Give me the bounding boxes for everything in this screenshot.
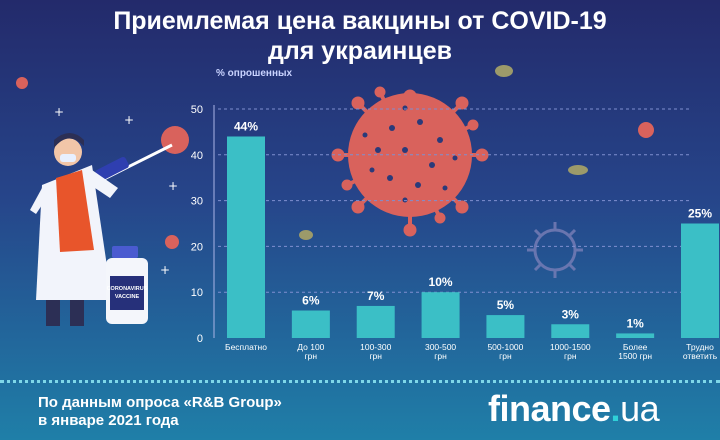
brand-main: finance	[488, 388, 611, 429]
chart-title: Приемлемая цена вакцины от COVID-19 для …	[0, 6, 720, 66]
outline-virus-icon	[527, 222, 583, 278]
bar-value-label: 44%	[234, 119, 258, 133]
sparkle-icon: + + + +	[54, 105, 178, 277]
illustration: + + + +	[16, 65, 654, 326]
bar-value-label: 5%	[497, 298, 515, 312]
x-tick-label: 1000-1500	[550, 342, 591, 352]
bar	[291, 310, 330, 338]
pill-icon	[299, 65, 588, 240]
x-tick-label: грн	[564, 351, 577, 361]
y-tick-label: 10	[191, 287, 203, 299]
bar-value-label: 7%	[367, 289, 385, 303]
brand-dot: .	[610, 388, 621, 429]
doctor-illustration	[30, 133, 173, 326]
y-axis-label: % опрошенных	[216, 68, 293, 79]
y-tick-label: 40	[191, 150, 203, 162]
bar-value-label: 25%	[688, 207, 712, 221]
bar	[227, 136, 265, 338]
bar-value-label: 6%	[302, 294, 320, 308]
bar	[486, 315, 525, 338]
svg-text:+: +	[168, 179, 178, 193]
x-tick-label: грн	[434, 351, 447, 361]
y-tick-label: 30	[191, 196, 203, 208]
svg-text:+: +	[160, 263, 170, 277]
title-line-2: для украинцев	[268, 37, 452, 65]
x-tick-label: 1500 грн	[618, 351, 652, 361]
x-tick-label: грн	[369, 351, 382, 361]
footer-divider	[0, 380, 720, 383]
bar	[681, 223, 719, 338]
bar-value-label: 10%	[429, 275, 453, 289]
x-tick-label: До 100	[297, 342, 324, 352]
chart-axes: 0 10 20 30 40 50	[191, 104, 690, 345]
x-tick-label: 300-500	[425, 342, 456, 352]
y-tick-label: 20	[191, 241, 203, 253]
x-tick-label: Трудно	[686, 342, 714, 352]
source-line-2: в январе 2021 года	[38, 412, 179, 429]
bar	[616, 333, 655, 338]
bar	[356, 305, 395, 338]
bar	[421, 292, 460, 338]
x-tick-label: Бесплатно	[225, 342, 267, 352]
x-tick-label: ответить	[683, 351, 718, 361]
x-tick-label: 100-300	[360, 342, 391, 352]
vial-label-line-1: CORONAVIRUS	[107, 286, 148, 292]
bar-value-label: 3%	[562, 307, 580, 321]
vial-label-line-2: VACCINE	[115, 294, 140, 300]
vaccine-vial-illustration: CORONAVIRUS VACCINE	[106, 246, 148, 324]
finance-ua-logo[interactable]: finance.ua	[488, 388, 660, 430]
syringe-icon	[95, 156, 129, 182]
x-tick-label: 500-1000	[487, 342, 523, 352]
svg-text:+: +	[124, 113, 134, 127]
brand-tld: ua	[620, 388, 660, 429]
y-tick-label: 0	[197, 333, 203, 345]
title-line-1: Приемлемая цена вакцины от COVID-19	[113, 7, 607, 35]
bar-value-label: 1%	[626, 316, 644, 330]
svg-text:+: +	[54, 105, 64, 119]
bar	[551, 324, 590, 338]
source-note: По данным опроса «R&B Group» в январе 20…	[38, 394, 282, 430]
x-tick-label: грн	[305, 351, 318, 361]
y-tick-label: 50	[191, 104, 203, 116]
x-tick-label: грн	[499, 351, 512, 361]
x-tick-label: Более	[623, 342, 648, 352]
source-line-1: По данным опроса «R&B Group»	[38, 394, 282, 411]
